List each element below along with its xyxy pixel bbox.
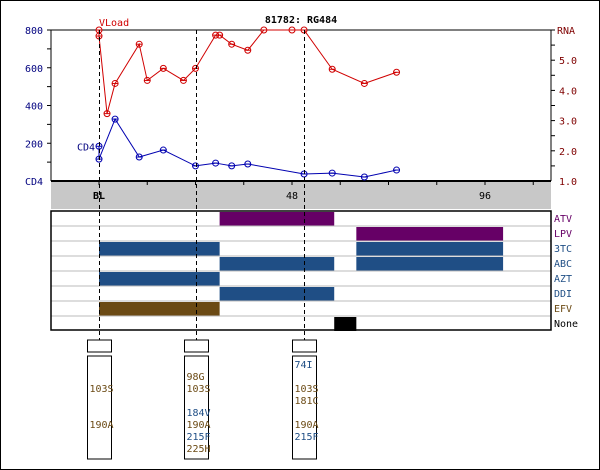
drug-label-abc: ABC bbox=[554, 259, 572, 270]
drug-panel-border bbox=[50, 210, 552, 331]
mutation-label: 103S bbox=[187, 384, 211, 395]
series-line-cd4 bbox=[98, 117, 397, 178]
mutation-label: 190A bbox=[90, 420, 114, 431]
drug-bar-3tc bbox=[99, 242, 220, 256]
mutation-box bbox=[184, 355, 209, 460]
series-label-vload: VLoad bbox=[99, 18, 129, 29]
right-tick-label: 2.0 bbox=[559, 147, 577, 158]
left-tick-label: 200 bbox=[25, 139, 43, 150]
drug-bar-abc bbox=[356, 257, 504, 271]
genotype-header-box bbox=[292, 339, 317, 353]
chart-title: 81782: RG484 bbox=[265, 15, 337, 26]
mutation-label: 184V bbox=[187, 408, 211, 419]
mutation-label: 190A bbox=[187, 420, 211, 431]
timeline-bar bbox=[51, 181, 551, 209]
mutation-label: 98G bbox=[187, 372, 205, 383]
left-tick-label: 600 bbox=[25, 64, 43, 75]
mutation-box bbox=[292, 355, 317, 460]
mutation-label: 215F bbox=[187, 432, 211, 443]
drug-label-azt: AZT bbox=[554, 274, 572, 285]
drug-bar-none bbox=[334, 317, 357, 331]
series-label-cd4: CD4 bbox=[77, 142, 95, 153]
genotype-header-box bbox=[184, 339, 209, 353]
mutation-label: 215F bbox=[295, 432, 319, 443]
mutation-box bbox=[87, 355, 112, 460]
right-tick-label: 4.0 bbox=[559, 86, 577, 97]
drug-label-none: None bbox=[554, 319, 578, 330]
left-tick-label: 400 bbox=[25, 102, 43, 113]
drug-bar-ddi bbox=[219, 287, 335, 301]
timeline-tick-label: 96 bbox=[479, 191, 491, 202]
mutation-label: 74I bbox=[295, 360, 313, 371]
mutation-label: 181C bbox=[295, 396, 319, 407]
drug-label-lpv: LPV bbox=[554, 229, 572, 240]
drug-bar-atv bbox=[219, 212, 335, 226]
mutation-label: 190A bbox=[295, 420, 319, 431]
drug-label-atv: ATV bbox=[554, 214, 572, 225]
right-tick-label: 3.0 bbox=[559, 117, 577, 128]
right-tick-label: 5.0 bbox=[559, 56, 577, 67]
drug-bar-azt bbox=[99, 272, 220, 286]
timeline-tick-label: 48 bbox=[286, 191, 298, 202]
left-tick-label: 800 bbox=[25, 26, 43, 37]
mutation-label: 103S bbox=[295, 384, 319, 395]
mutation-label: 103S bbox=[90, 384, 114, 395]
genotype-header-box bbox=[87, 339, 112, 353]
drug-bar-lpv bbox=[356, 227, 504, 241]
drug-bar-efv bbox=[99, 302, 220, 316]
right-axis-label: RNA bbox=[557, 26, 575, 37]
left-axis-label: CD4 bbox=[25, 177, 43, 188]
drug-label-3tc: 3TC bbox=[554, 244, 572, 255]
series-line-vload bbox=[98, 29, 397, 114]
timeline-tick-label: BL bbox=[93, 191, 105, 202]
right-tick-label: 1.0 bbox=[559, 177, 577, 188]
drug-bar-abc bbox=[219, 257, 335, 271]
drug-label-efv: EFV bbox=[554, 304, 572, 315]
drug-label-ddi: DDI bbox=[554, 289, 572, 300]
mutation-label: 225H bbox=[187, 444, 211, 455]
drug-bar-3tc bbox=[356, 242, 504, 256]
